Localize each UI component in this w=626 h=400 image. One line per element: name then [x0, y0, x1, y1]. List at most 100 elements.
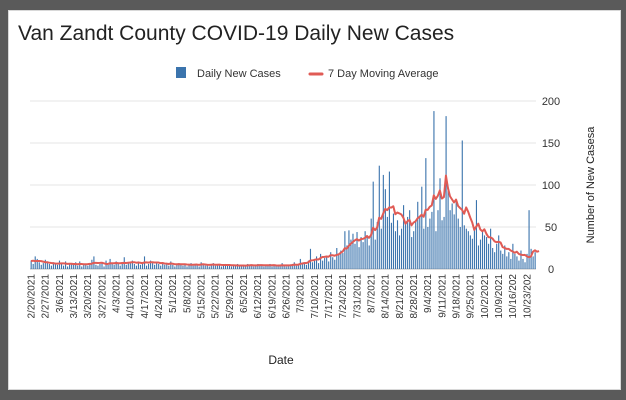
- bar: [174, 266, 176, 269]
- legend-label-daily-new-cases: Daily New Cases: [197, 68, 281, 80]
- bar: [245, 266, 247, 269]
- bar: [194, 263, 196, 269]
- bar: [48, 263, 50, 269]
- bar: [301, 263, 303, 269]
- bar: [168, 265, 170, 269]
- x-tick-label: 6/26/2021: [282, 274, 293, 319]
- bar: [522, 258, 524, 269]
- bar: [218, 264, 220, 269]
- bar: [390, 222, 392, 269]
- bar: [285, 266, 287, 269]
- bar: [75, 262, 77, 269]
- legend: Daily New Cases 7 Day Moving Average: [176, 67, 438, 80]
- bar: [326, 255, 328, 269]
- bar: [233, 264, 235, 269]
- bar: [230, 266, 233, 269]
- bar: [34, 256, 36, 269]
- bar: [255, 265, 257, 269]
- bar: [516, 256, 518, 269]
- bar: [431, 211, 433, 269]
- bar: [453, 214, 455, 269]
- bar: [401, 228, 403, 269]
- bar: [67, 266, 69, 269]
- bar: [273, 264, 275, 269]
- x-tick-labels: 2/20/2021 2/27/2021 3/6/2021 3/13/2021 3/20/…: [27, 274, 534, 319]
- x-tick-label: 8/28/2021: [409, 274, 420, 319]
- bar: [180, 264, 182, 269]
- bar: [111, 263, 113, 269]
- bar: [532, 256, 534, 269]
- bar: [475, 200, 477, 269]
- bar: [461, 140, 463, 269]
- bar: [158, 263, 160, 269]
- bar: [60, 263, 63, 269]
- bar: [113, 264, 115, 269]
- bar: [494, 252, 496, 269]
- bar: [352, 233, 354, 269]
- bar: [107, 264, 109, 269]
- bar: [192, 265, 194, 269]
- bar: [125, 264, 127, 269]
- bar: [152, 263, 154, 269]
- chart-title: Van Zandt County COVID-19 Daily New Case…: [18, 22, 455, 45]
- bar: [392, 213, 395, 269]
- bar: [83, 263, 85, 269]
- bar: [30, 260, 32, 269]
- x-tick-label: 10/23/202: [522, 274, 533, 319]
- bar: [81, 266, 83, 269]
- bar-series: [30, 111, 536, 270]
- x-tick-label: 8/21/2021: [395, 274, 406, 319]
- x-tick-label: 9/18/2021: [452, 274, 463, 319]
- bar: [62, 265, 65, 269]
- bar: [421, 186, 423, 269]
- bar: [405, 222, 407, 269]
- bar: [520, 250, 522, 269]
- bar: [73, 264, 75, 269]
- bar: [348, 230, 350, 269]
- x-tick-label: 7/17/2021: [324, 274, 335, 319]
- bar: [415, 220, 417, 269]
- bar: [58, 260, 61, 269]
- x-tick-label: 6/5/2021: [239, 274, 250, 313]
- bar: [85, 264, 87, 269]
- x-tick-label: 9/4/2021: [423, 274, 434, 313]
- bar: [200, 262, 202, 269]
- bar: [297, 264, 299, 269]
- bar: [54, 263, 57, 269]
- bar: [40, 264, 42, 269]
- bar: [198, 266, 200, 269]
- bar: [148, 263, 150, 269]
- bar: [315, 256, 318, 269]
- bar: [502, 253, 504, 269]
- bar: [336, 248, 338, 269]
- x-tick-label: 5/1/2021: [168, 274, 179, 313]
- bar: [267, 265, 269, 269]
- bar: [384, 189, 386, 269]
- bar: [307, 260, 310, 269]
- bar: [257, 263, 259, 269]
- bar: [283, 265, 285, 269]
- bar: [69, 263, 71, 269]
- bar: [398, 235, 401, 269]
- bar: [224, 263, 227, 269]
- bar: [214, 265, 216, 269]
- bar: [322, 260, 324, 269]
- bar: [354, 243, 356, 269]
- bar: [228, 265, 231, 269]
- bar: [46, 261, 48, 269]
- bar: [166, 263, 168, 269]
- bar: [253, 266, 255, 269]
- bar: [386, 216, 388, 269]
- bar: [305, 264, 307, 269]
- bar: [121, 263, 123, 269]
- bar: [216, 263, 218, 269]
- bar: [455, 200, 457, 269]
- x-tick-label: 5/15/2021: [197, 274, 208, 319]
- bar: [265, 264, 267, 269]
- bar: [318, 263, 320, 269]
- bar: [483, 235, 486, 269]
- bar: [210, 264, 212, 269]
- bar: [117, 263, 119, 269]
- bar: [504, 245, 506, 269]
